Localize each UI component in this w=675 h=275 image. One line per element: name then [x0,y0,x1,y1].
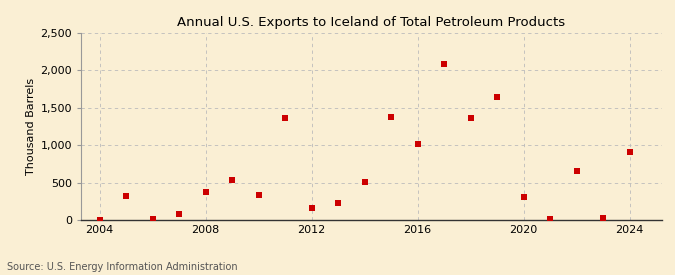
Point [147,217,158,221]
Text: Source: U.S. Energy Information Administration: Source: U.S. Energy Information Administ… [7,262,238,272]
Point [439,62,450,67]
Point [359,180,370,184]
Point [571,169,582,174]
Point [200,190,211,194]
Point [333,200,344,205]
Point [121,194,132,198]
Point [94,218,105,222]
Point [253,193,264,197]
Title: Annual U.S. Exports to Iceland of Total Petroleum Products: Annual U.S. Exports to Iceland of Total … [177,16,565,29]
Point [492,95,503,100]
Point [173,212,184,216]
Point [279,115,290,120]
Point [465,116,476,120]
Point [227,177,238,182]
Y-axis label: Thousand Barrels: Thousand Barrels [26,78,36,175]
Point [518,195,529,199]
Point [412,142,423,147]
Point [545,216,556,221]
Point [624,150,635,154]
Point [306,206,317,210]
Point [385,115,396,119]
Point [598,216,609,220]
